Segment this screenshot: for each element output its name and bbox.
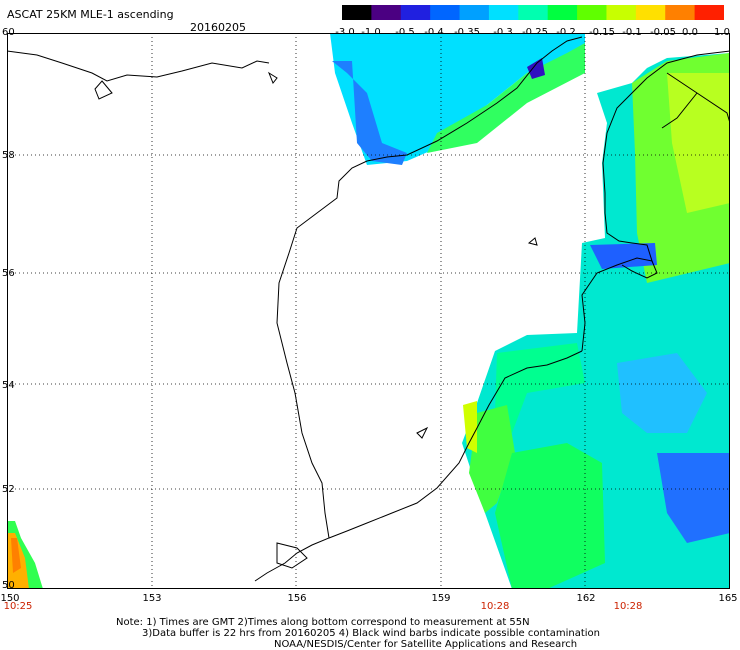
colorbar-segment — [548, 5, 578, 20]
coastline — [277, 543, 307, 568]
colorbar-segment — [342, 5, 372, 20]
colorbar-segment — [577, 5, 607, 20]
coastline — [269, 73, 277, 83]
colorbar-segment — [518, 5, 548, 20]
latitude-label: 52 — [2, 484, 15, 495]
longitude-label: 156 — [287, 593, 306, 604]
latitude-label: 50 — [2, 580, 15, 591]
colorbar-segment — [695, 5, 724, 20]
coastline — [255, 161, 367, 581]
colorbar-segment — [606, 5, 636, 20]
longitude-label: 165 — [718, 593, 737, 604]
latitude-label: 58 — [2, 150, 15, 161]
time-label: 10:25 — [4, 601, 33, 612]
colorbar-segment — [460, 5, 490, 20]
map-plot — [7, 33, 730, 589]
coastline — [95, 81, 112, 99]
colorbar — [342, 5, 724, 20]
longitude-label: 162 — [576, 593, 595, 604]
coastline — [529, 238, 537, 245]
coastline — [7, 51, 269, 81]
product-title: ASCAT 25KM MLE-1 ascending — [7, 8, 174, 21]
latitude-label: 54 — [2, 380, 15, 391]
note-line-2: 3)Data buffer is 22 hrs from 20160205 4)… — [142, 628, 600, 639]
latitude-label: 56 — [2, 268, 15, 279]
longitude-label: 159 — [431, 593, 450, 604]
colorbar-segment — [430, 5, 460, 20]
note-line-3: NOAA/NESDIS/Center for Satellite Applica… — [274, 639, 600, 650]
longitude-label: 153 — [142, 593, 161, 604]
colorbar-segment — [665, 5, 695, 20]
coastline — [417, 428, 427, 438]
time-label: 10:28 — [614, 601, 643, 612]
colorbar-segment — [489, 5, 519, 20]
data-swath — [495, 443, 605, 589]
latitude-label: 60 — [2, 27, 15, 38]
colorbar-segment — [371, 5, 401, 20]
footnotes: Note: 1) Times are GMT 2)Times along bot… — [116, 617, 600, 650]
colorbar-segment — [401, 5, 431, 20]
time-label: 10:28 — [481, 601, 510, 612]
note-line-1: Note: 1) Times are GMT 2)Times along bot… — [116, 617, 600, 628]
colorbar-segment — [636, 5, 666, 20]
